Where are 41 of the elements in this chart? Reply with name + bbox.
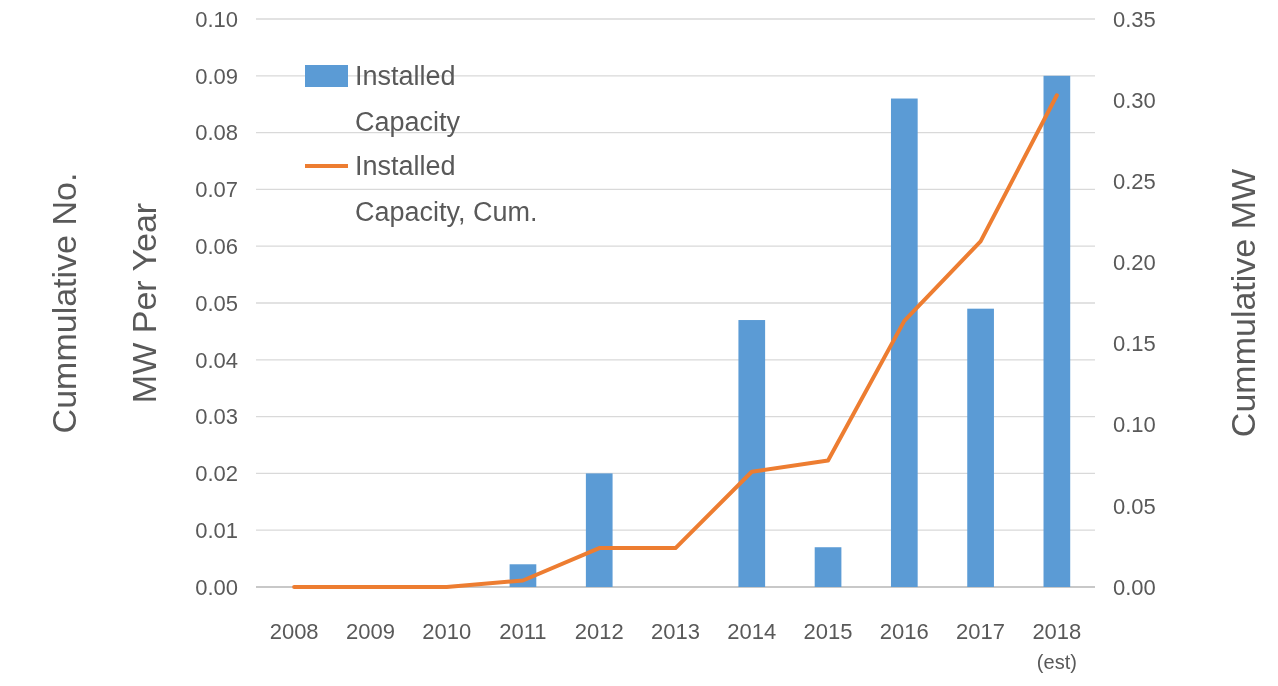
y2-axis-title: Cummulative MW bbox=[1224, 168, 1262, 438]
x-tick-label: 2017 bbox=[956, 619, 1006, 644]
bar bbox=[1043, 75, 1071, 587]
legend-label: Installed Capacity bbox=[355, 61, 461, 138]
x-tick-label: 2016 bbox=[879, 619, 929, 644]
y2-tick-label: 0.35 bbox=[1113, 6, 1156, 32]
y-tick-label: 0.06 bbox=[195, 233, 238, 259]
x-tick-label: 2015 bbox=[803, 619, 853, 644]
y2-tick-label: 0.00 bbox=[1113, 574, 1156, 600]
bar bbox=[738, 320, 766, 587]
x-tick-label: 2014 bbox=[727, 619, 777, 644]
y2-tick-label: 0.20 bbox=[1113, 250, 1156, 276]
bar bbox=[585, 473, 613, 587]
y2-tick-label: 0.10 bbox=[1113, 412, 1156, 438]
bar bbox=[814, 547, 842, 587]
y-tick-label: 0.01 bbox=[195, 517, 238, 543]
x-tick-label: 2012 bbox=[574, 619, 624, 644]
y-tick-label: 0.00 bbox=[195, 574, 238, 600]
y-tick-label: 0.08 bbox=[195, 120, 238, 146]
x-tick-label: 2011 bbox=[499, 619, 547, 644]
y2-tick-label: 0.05 bbox=[1113, 493, 1156, 519]
y-tick-label: 0.04 bbox=[195, 347, 238, 373]
legend-label: Installed Capacity, Cum. bbox=[355, 151, 538, 228]
text: Cummulative No. MW Per Year bbox=[45, 172, 163, 434]
y-tick-label: 0.03 bbox=[195, 404, 238, 430]
y-tick-label: 0.02 bbox=[195, 461, 238, 487]
bar bbox=[967, 308, 994, 587]
x-tick-label: 2010 bbox=[422, 619, 472, 644]
bar bbox=[890, 98, 918, 587]
y-tick-label: 0.10 bbox=[195, 6, 238, 32]
y-tick-label: 0.07 bbox=[195, 177, 238, 203]
y2-tick-label: 0.25 bbox=[1113, 168, 1156, 194]
x-tick-label: 2008 bbox=[269, 619, 319, 644]
x-tick-label: 2009 bbox=[345, 619, 395, 644]
y2-tick-label: 0.15 bbox=[1113, 331, 1156, 357]
y2-tick-label: 0.30 bbox=[1113, 87, 1156, 113]
line-series bbox=[292, 93, 1059, 589]
x-tick-label: 2013 bbox=[651, 619, 700, 644]
y-tick-label: 0.05 bbox=[195, 290, 238, 316]
x-tick-label: 2018 (est) bbox=[1032, 619, 1082, 673]
y-tick-label: 0.09 bbox=[195, 63, 238, 89]
